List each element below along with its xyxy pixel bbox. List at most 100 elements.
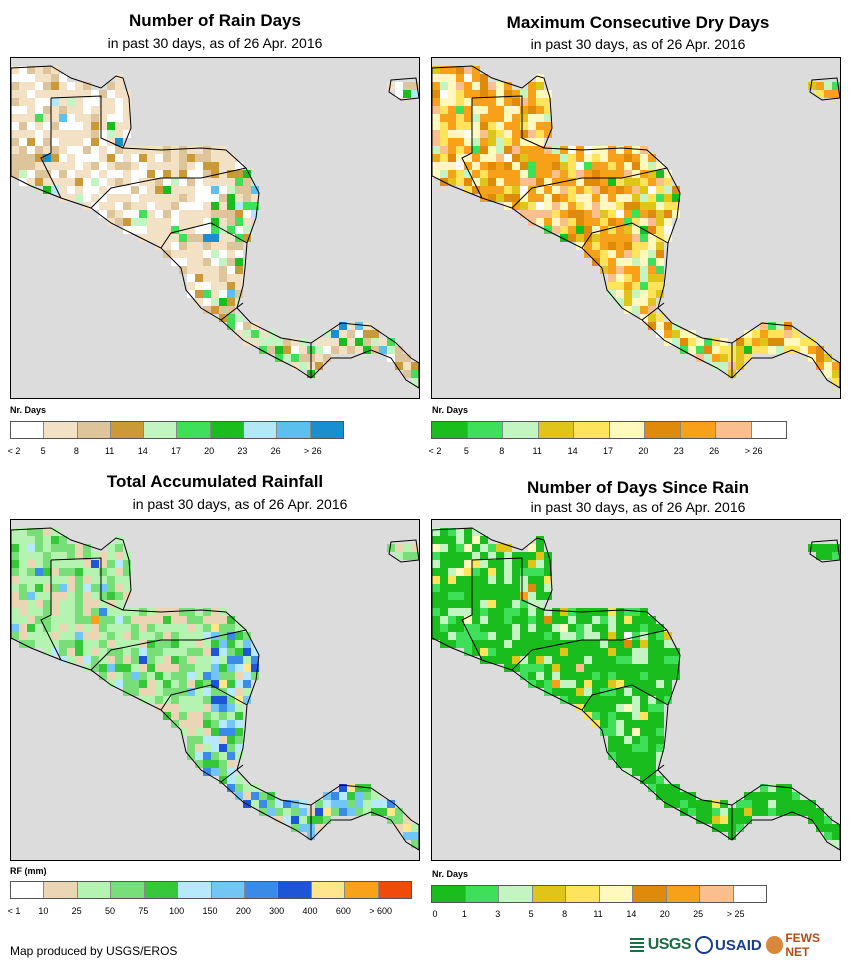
raster-cell	[171, 202, 179, 210]
raster-cell	[227, 720, 235, 728]
raster-cell	[576, 170, 584, 178]
raster-cell	[616, 704, 624, 712]
raster-cell	[203, 656, 211, 664]
raster-cell	[115, 632, 123, 640]
raster-cell	[243, 784, 251, 792]
raster-cell	[456, 106, 464, 114]
raster-cell	[616, 290, 624, 298]
raster-cell	[720, 808, 728, 816]
raster-cell	[488, 162, 496, 170]
raster-cell	[624, 688, 632, 696]
raster-cell	[488, 584, 496, 592]
raster-cell	[824, 544, 832, 552]
raster-cell	[536, 186, 544, 194]
raster-cell	[736, 338, 744, 346]
raster-cell	[800, 338, 808, 346]
raster-cell	[107, 114, 115, 122]
raster-cell	[584, 704, 592, 712]
raster-cell	[83, 584, 91, 592]
raster-cell	[123, 146, 131, 154]
raster-cell	[632, 186, 640, 194]
raster-cell	[107, 568, 115, 576]
raster-cell	[544, 114, 552, 122]
raster-cell	[235, 266, 243, 274]
raster-cell	[504, 98, 512, 106]
raster-cell	[227, 306, 235, 314]
legend-tick-label: > 600	[369, 906, 393, 916]
raster-cell	[267, 330, 275, 338]
raster-cell	[211, 616, 219, 624]
raster-cell	[600, 170, 608, 178]
raster-cell	[528, 186, 536, 194]
raster-cell	[560, 688, 568, 696]
raster-cell	[147, 632, 155, 640]
raster-cell	[11, 552, 19, 560]
raster-cell	[211, 664, 219, 672]
raster-cell	[632, 616, 640, 624]
raster-cell	[75, 178, 83, 186]
raster-cell	[600, 624, 608, 632]
raster-cell	[520, 616, 528, 624]
raster-cell	[616, 656, 624, 664]
raster-cell	[504, 592, 512, 600]
raster-cell	[91, 162, 99, 170]
raster-cell	[227, 314, 235, 322]
raster-cell	[43, 162, 51, 170]
raster-cell	[11, 632, 19, 640]
legend-swatch	[210, 422, 245, 438]
raster-cell	[496, 146, 504, 154]
country-border	[471, 557, 545, 611]
raster-cell	[512, 130, 520, 138]
raster-cell	[488, 560, 496, 568]
island-outline	[809, 77, 840, 101]
country-border	[160, 222, 248, 249]
raster-cell	[584, 186, 592, 194]
raster-cell	[504, 616, 512, 624]
raster-cell	[832, 378, 840, 386]
raster-cell	[824, 354, 832, 362]
legend-swatch	[278, 882, 312, 898]
raster-cell	[648, 194, 656, 202]
raster-cell	[560, 632, 568, 640]
raster-cell	[624, 728, 632, 736]
raster-cell	[131, 688, 139, 696]
raster-cell	[568, 178, 576, 186]
raster-cell	[323, 354, 331, 362]
raster-cell	[131, 672, 139, 680]
raster-cell	[259, 792, 267, 800]
raster-cell	[784, 808, 792, 816]
raster-cell	[171, 226, 179, 234]
raster-cell	[464, 154, 472, 162]
raster-cell	[544, 90, 552, 98]
raster-cell	[259, 800, 267, 808]
raster-cell	[704, 338, 712, 346]
raster-cell	[19, 528, 27, 536]
raster-cell	[648, 274, 656, 282]
raster-cell	[432, 122, 440, 130]
raster-cell	[832, 362, 840, 370]
raster-cell	[147, 194, 155, 202]
raster-cell	[51, 122, 59, 130]
raster-cell	[131, 210, 139, 218]
raster-cell	[187, 170, 195, 178]
raster-cell	[75, 90, 83, 98]
raster-cell	[656, 680, 664, 688]
raster-cell	[520, 552, 528, 560]
legend-swatch	[666, 886, 700, 902]
raster-cell	[760, 322, 768, 330]
raster-cell	[544, 672, 552, 680]
raster-cell	[19, 98, 27, 106]
raster-cell	[624, 194, 632, 202]
legend-swatch	[599, 886, 633, 902]
raster-cell	[496, 624, 504, 632]
raster-cell	[504, 122, 512, 130]
legend-swatch	[432, 886, 466, 902]
raster-cell	[155, 616, 163, 624]
raster-cell	[11, 600, 19, 608]
raster-cell	[488, 98, 496, 106]
raster-cell	[227, 776, 235, 784]
raster-cell	[576, 226, 584, 234]
raster-cell	[123, 218, 131, 226]
raster-cell	[35, 178, 43, 186]
raster-cell	[552, 162, 560, 170]
